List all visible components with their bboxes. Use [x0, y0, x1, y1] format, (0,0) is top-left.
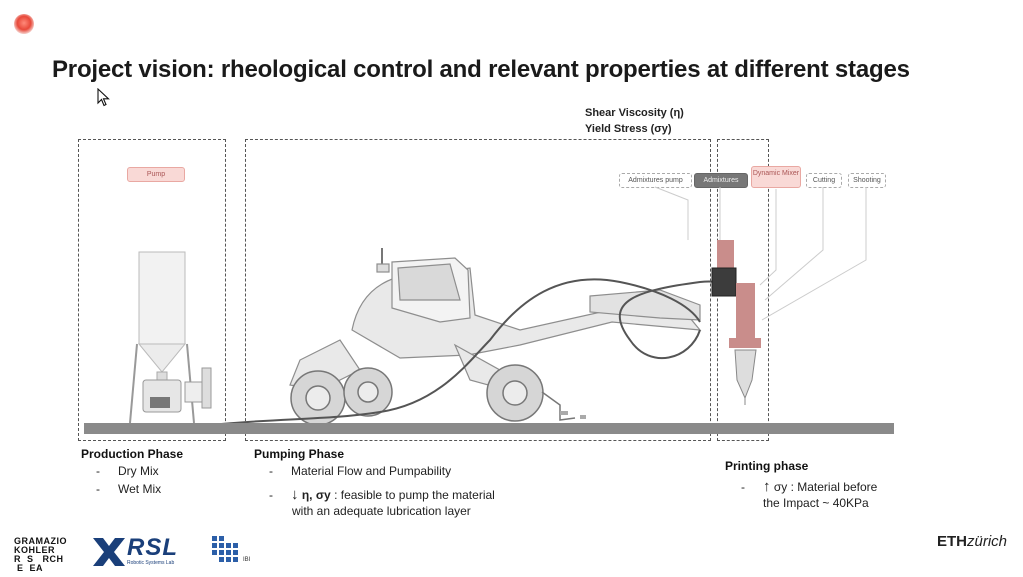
- pumping-item-flow: - Material Flow and Pumpability: [269, 464, 452, 478]
- rsl-subtitle: Robotic Systems Lab: [127, 560, 175, 566]
- dynamic-mixer-label: Dynamic Mixer: [751, 166, 801, 188]
- printing-item-yield: - ↑ σy : Material before: [741, 478, 878, 495]
- admixtures-label: Admixtures: [694, 173, 748, 188]
- pumping-phase-title: Pumping Phase: [254, 447, 345, 461]
- production-phase-box: [78, 139, 226, 441]
- rsl-wordmark: RSL: [127, 534, 178, 561]
- hose: [209, 278, 701, 426]
- pumping-item-rheology: - ↓ η, σy : feasible to pump the material: [269, 486, 495, 503]
- ground-debris: [560, 411, 586, 419]
- pumping-phase-box: [245, 139, 711, 441]
- recording-indicator-icon: [14, 14, 34, 34]
- property-shear-viscosity: Shear Viscosity (η): [585, 107, 684, 119]
- silo-plant: [129, 251, 212, 424]
- pumping-item-rheology-line2: with an adequate lubrication layer: [292, 504, 471, 518]
- leader-lines: [654, 186, 867, 321]
- cutting-label: Cutting: [806, 173, 842, 188]
- printing-phase-title: Printing phase: [725, 459, 809, 473]
- slide-title: Project vision: rheological control and …: [52, 56, 910, 83]
- pump-label: Pump: [127, 167, 185, 182]
- property-yield-stress: Yield Stress (σy): [585, 123, 672, 135]
- rsl-logo: RSL Robotic Systems Lab: [93, 534, 177, 571]
- production-item-wet-mix: - Wet Mix: [96, 482, 162, 496]
- rsl-emblem-icon: [93, 538, 125, 566]
- ibi-label: IBI: [243, 557, 251, 563]
- production-item-dry-mix: - Dry Mix: [96, 464, 159, 478]
- ibi-logo: IBI: [212, 536, 250, 571]
- walking-excavator: [289, 248, 702, 396]
- shooting-label: Shooting: [848, 173, 886, 188]
- gramazio-kohler-logo: GRAMAZIO KOHLER R S RCH E EA: [14, 536, 67, 573]
- print-head: [711, 240, 761, 405]
- ground-bar: [84, 423, 894, 434]
- ibi-grid-icon: [212, 536, 238, 562]
- printing-item-yield-line2: the Impact ~ 40KPa: [763, 496, 869, 510]
- mouse-cursor-icon: [97, 88, 110, 107]
- eth-zurich-logo: ETHzürich: [936, 533, 1007, 550]
- wheels: [290, 364, 576, 426]
- production-phase-title: Production Phase: [81, 447, 184, 461]
